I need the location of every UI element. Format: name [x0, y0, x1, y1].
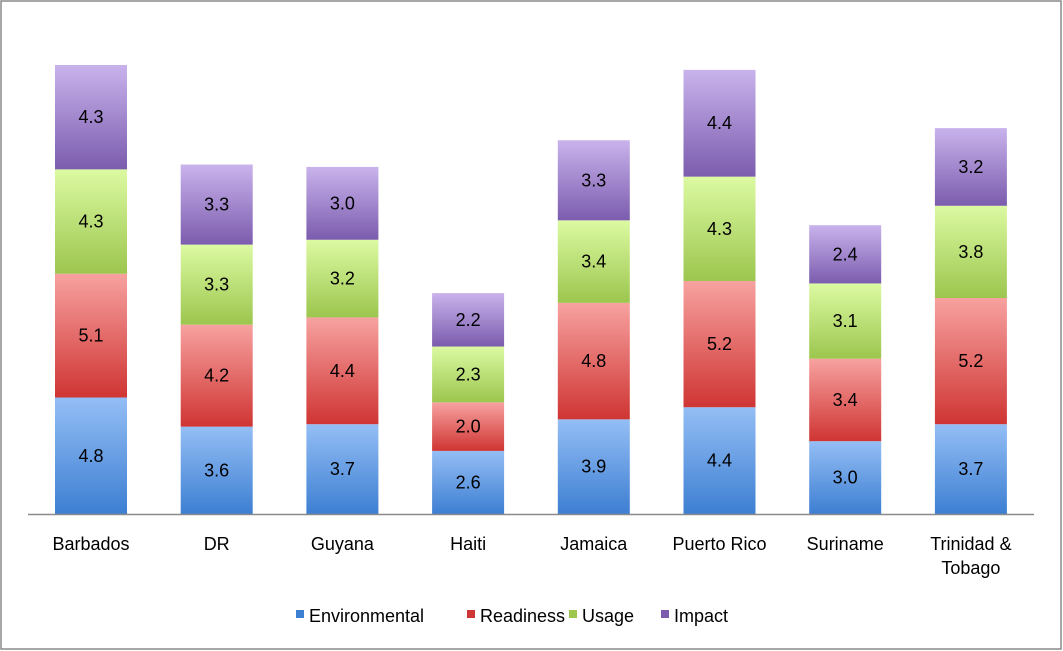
data-label-readiness: 5.1	[78, 326, 103, 346]
data-label-readiness: 3.4	[833, 390, 858, 410]
legend: Environmental Readiness Usage Impact	[296, 606, 728, 626]
category-label: Tobago	[941, 558, 1000, 578]
bar-segment-impact	[180, 164, 253, 245]
bar-segment-impact	[55, 65, 127, 170]
bar-segment-readiness	[683, 281, 756, 408]
data-label-impact: 2.4	[833, 244, 858, 264]
category-labels: Barbados DR Guyana Haiti Jamaica Puerto Rico S…	[52, 534, 1011, 578]
bars-group: 4.8 5.1 4.3 4.3 3.6 4.2 3.3 3.3 3.7 4.4 3.2 3.0 2.6 2…	[55, 65, 1007, 514]
category-label: Trinidad &	[930, 534, 1011, 554]
data-label-usage: 4.3	[78, 212, 103, 232]
bar-segment-usage	[306, 239, 379, 318]
data-label-impact: 2.2	[456, 310, 481, 330]
bar-segment-readiness	[809, 358, 882, 442]
legend-swatch-readiness	[467, 610, 475, 618]
bar-segment-environmental	[432, 450, 505, 514]
data-label-usage: 3.3	[204, 275, 229, 295]
bar-segment-environmental	[683, 407, 756, 514]
data-label-readiness: 4.4	[330, 361, 355, 381]
bar-segment-environmental	[557, 419, 630, 514]
bar-segment-impact	[432, 293, 505, 347]
category-label: Jamaica	[560, 534, 628, 554]
data-label-readiness: 5.2	[707, 334, 732, 354]
bar-segment-environmental	[55, 397, 127, 514]
bar-segment-usage	[55, 169, 127, 274]
category-label: Guyana	[311, 534, 375, 554]
bar-segment-impact	[557, 140, 630, 221]
bar-segment-usage	[683, 176, 756, 282]
bar-segment-readiness	[432, 402, 505, 451]
bar-segment-environmental	[306, 424, 379, 514]
bar-segment-usage	[432, 346, 505, 403]
data-label-readiness: 5.2	[958, 351, 983, 371]
data-label-usage: 3.4	[581, 252, 606, 272]
data-label-usage: 2.3	[456, 364, 481, 384]
data-label-environmental: 4.8	[78, 446, 103, 466]
bar-segment-impact	[809, 225, 882, 284]
data-label-readiness: 2.0	[456, 417, 481, 437]
bar-segment-usage	[934, 205, 1007, 298]
bar-segment-usage	[809, 283, 882, 359]
bar-segment-readiness	[55, 273, 127, 398]
data-label-environmental: 4.4	[707, 451, 732, 471]
category-label: Haiti	[450, 534, 486, 554]
data-label-environmental: 2.6	[456, 472, 481, 492]
bar-segment-environmental	[934, 424, 1007, 514]
data-label-usage: 4.3	[707, 219, 732, 239]
bar-segment-environmental	[809, 441, 882, 514]
data-label-impact: 4.4	[707, 113, 732, 133]
category-label: Suriname	[807, 534, 884, 554]
data-label-environmental: 3.7	[330, 459, 355, 479]
bar-segment-usage	[180, 244, 253, 325]
data-label-impact: 3.3	[204, 195, 229, 215]
category-label: Barbados	[52, 534, 129, 554]
data-label-environmental: 3.7	[958, 459, 983, 479]
legend-label-usage: Usage	[582, 606, 634, 626]
category-label: DR	[204, 534, 230, 554]
bar-segment-readiness	[934, 297, 1007, 425]
bar-segment-readiness	[306, 317, 379, 425]
data-label-impact: 3.0	[330, 193, 355, 213]
data-label-impact: 4.3	[78, 107, 103, 127]
legend-label-environmental: Environmental	[309, 606, 424, 626]
data-label-impact: 3.2	[958, 157, 983, 177]
bar-segment-impact	[306, 166, 379, 240]
data-label-environmental: 3.9	[581, 457, 606, 477]
legend-swatch-usage	[569, 610, 577, 618]
data-label-environmental: 3.6	[204, 460, 229, 480]
data-label-impact: 3.3	[581, 170, 606, 190]
data-label-usage: 3.1	[833, 311, 858, 331]
legend-swatch-impact	[661, 610, 669, 618]
bar-segment-readiness	[180, 324, 253, 427]
legend-label-readiness: Readiness	[480, 606, 565, 626]
category-label: Puerto Rico	[672, 534, 766, 554]
bar-segment-readiness	[557, 302, 630, 420]
data-label-usage: 3.8	[958, 242, 983, 262]
bar-segment-impact	[934, 128, 1007, 206]
data-label-usage: 3.2	[330, 269, 355, 289]
legend-swatch-environmental	[296, 610, 304, 618]
legend-label-impact: Impact	[674, 606, 728, 626]
data-label-readiness: 4.2	[204, 366, 229, 386]
bar-segment-environmental	[180, 426, 253, 514]
data-label-environmental: 3.0	[833, 468, 858, 488]
bar-segment-impact	[683, 69, 756, 177]
data-label-readiness: 4.8	[581, 351, 606, 371]
bar-segment-usage	[557, 220, 630, 303]
